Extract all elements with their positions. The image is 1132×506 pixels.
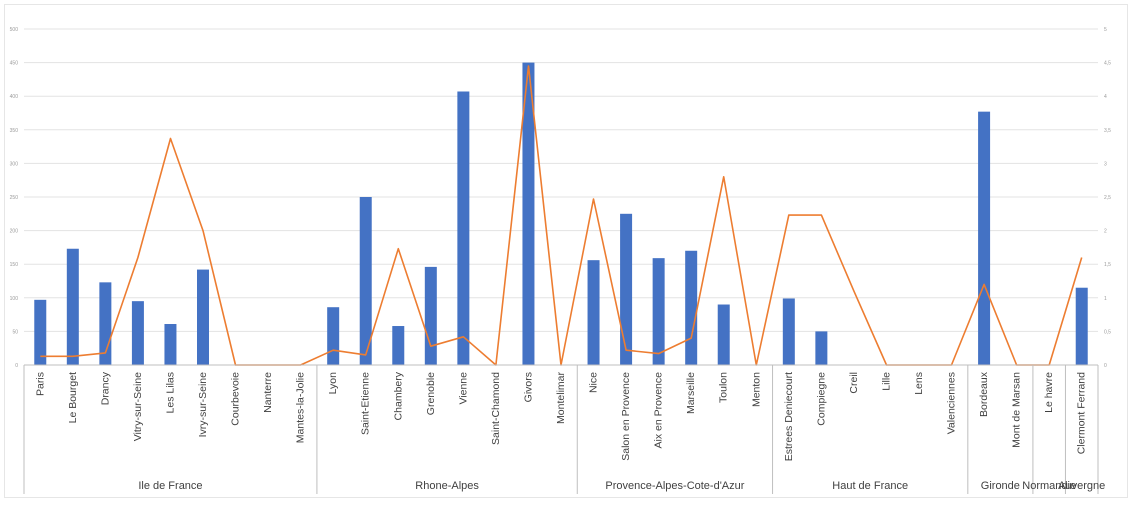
bar — [457, 91, 470, 365]
bar — [620, 213, 633, 365]
category-label: Creil — [848, 372, 860, 394]
y-tick-label: 0 — [15, 363, 18, 369]
category-label: Paris — [34, 372, 46, 396]
category-label: Menton — [750, 372, 762, 407]
chart-frame — [4, 4, 1128, 498]
bar — [34, 299, 47, 365]
y-axis-secondary: 0 0,5 1 1,5 2 2,5 3 3,5 4 4,5 5 — [1104, 27, 1111, 369]
y2-tick-label: 3 — [1104, 161, 1107, 167]
y2-tick-label: 0 — [1104, 363, 1107, 369]
category-label: Estrees Deniecourt — [783, 372, 795, 461]
category-label: Marseille — [685, 372, 697, 414]
category-label: Givors — [522, 372, 534, 402]
group-label: Auvergne — [1058, 480, 1105, 492]
category-label: Courbevoie — [230, 372, 242, 426]
y2-tick-label: 4,5 — [1104, 61, 1111, 67]
group-label: Haut de France — [832, 480, 908, 492]
y-tick-label: 400 — [10, 94, 19, 100]
bar-series — [34, 62, 1088, 365]
bar — [522, 62, 535, 365]
bar — [359, 197, 372, 365]
category-label: Lens — [913, 372, 925, 395]
y2-tick-label: 5 — [1104, 27, 1107, 33]
category-label: Saint-Etienne — [360, 372, 372, 435]
bar — [66, 248, 79, 365]
category-label: Valenciennes — [946, 372, 958, 434]
bar — [587, 260, 600, 365]
category-label: Lyon — [327, 372, 339, 395]
category-label: Le havre — [1043, 372, 1055, 413]
y-tick-label: 350 — [10, 128, 19, 134]
category-label: Aix en Provence — [653, 372, 665, 449]
line-path — [40, 65, 1083, 366]
category-label: Mont de Marsan — [1011, 372, 1023, 448]
x-axis-groups: Ile de France Rhone-Alpes Provence-Alpes-C… — [23, 365, 1105, 494]
category-label: Ivry-sur-Seine — [197, 372, 209, 438]
y-tick-label: 50 — [12, 329, 18, 335]
bar — [717, 304, 730, 365]
bar — [327, 307, 340, 365]
y-tick-label: 450 — [10, 61, 19, 67]
y-tick-label: 250 — [10, 195, 19, 201]
group-label: Normandie — [1022, 480, 1076, 492]
line-series — [40, 65, 1083, 366]
bar — [1075, 287, 1088, 365]
group-label: Provence-Alpes-Cote-d'Azur — [605, 480, 744, 492]
category-label: Clermont Ferrand — [1076, 372, 1088, 454]
group-label: Gironde — [981, 480, 1020, 492]
bar — [978, 111, 991, 365]
y-tick-label: 100 — [10, 296, 19, 302]
category-label: Salon en Provence — [620, 372, 632, 461]
y2-tick-label: 1 — [1104, 296, 1107, 302]
category-label: Le Bourget — [67, 372, 79, 423]
category-label: Saint-Chamond — [490, 372, 502, 445]
category-label: Bordeaux — [978, 371, 990, 417]
category-label: Lille — [880, 372, 892, 391]
y-tick-label: 500 — [10, 27, 19, 33]
bar — [424, 266, 437, 365]
y-tick-label: 150 — [10, 262, 19, 268]
y2-tick-label: 0,5 — [1104, 329, 1111, 335]
category-label: Vitry-sur-Seine — [132, 372, 144, 441]
bar — [782, 298, 795, 365]
category-label: Toulon — [718, 372, 730, 403]
y2-tick-label: 1,5 — [1104, 262, 1111, 268]
y2-tick-label: 2 — [1104, 229, 1107, 235]
category-label: Nice — [588, 372, 600, 393]
group-label: Rhone-Alpes — [415, 480, 479, 492]
bar — [197, 269, 209, 365]
bar — [685, 250, 698, 365]
category-label: Chambery — [392, 371, 404, 420]
category-label: Nanterre — [262, 372, 274, 413]
bar — [815, 331, 828, 365]
bar — [164, 324, 177, 365]
category-label: Montelimar — [555, 372, 567, 424]
category-label: Mantes-la-Jolie — [295, 372, 307, 443]
bar — [652, 258, 665, 365]
category-label: Grenoble — [425, 372, 437, 415]
category-label: Compiegne — [815, 372, 827, 426]
group-label: Ile de France — [138, 480, 202, 492]
y2-tick-label: 3,5 — [1104, 128, 1111, 134]
bar — [131, 301, 144, 365]
y2-tick-label: 2,5 — [1104, 195, 1111, 201]
category-label: Vienne — [457, 372, 469, 405]
x-axis: Paris Le Bourget Drancy Vitry-sur-Seine Les … — [24, 364, 1098, 461]
y-tick-label: 200 — [10, 229, 19, 235]
category-label: Les Lilas — [164, 372, 176, 413]
y2-tick-label: 4 — [1104, 94, 1107, 100]
bar — [392, 326, 405, 365]
y-tick-label: 300 — [10, 161, 19, 167]
category-label: Drancy — [99, 371, 111, 405]
y-axis-primary: 0 50 100 150 200 250 300 350 400 450 500 — [10, 27, 19, 369]
